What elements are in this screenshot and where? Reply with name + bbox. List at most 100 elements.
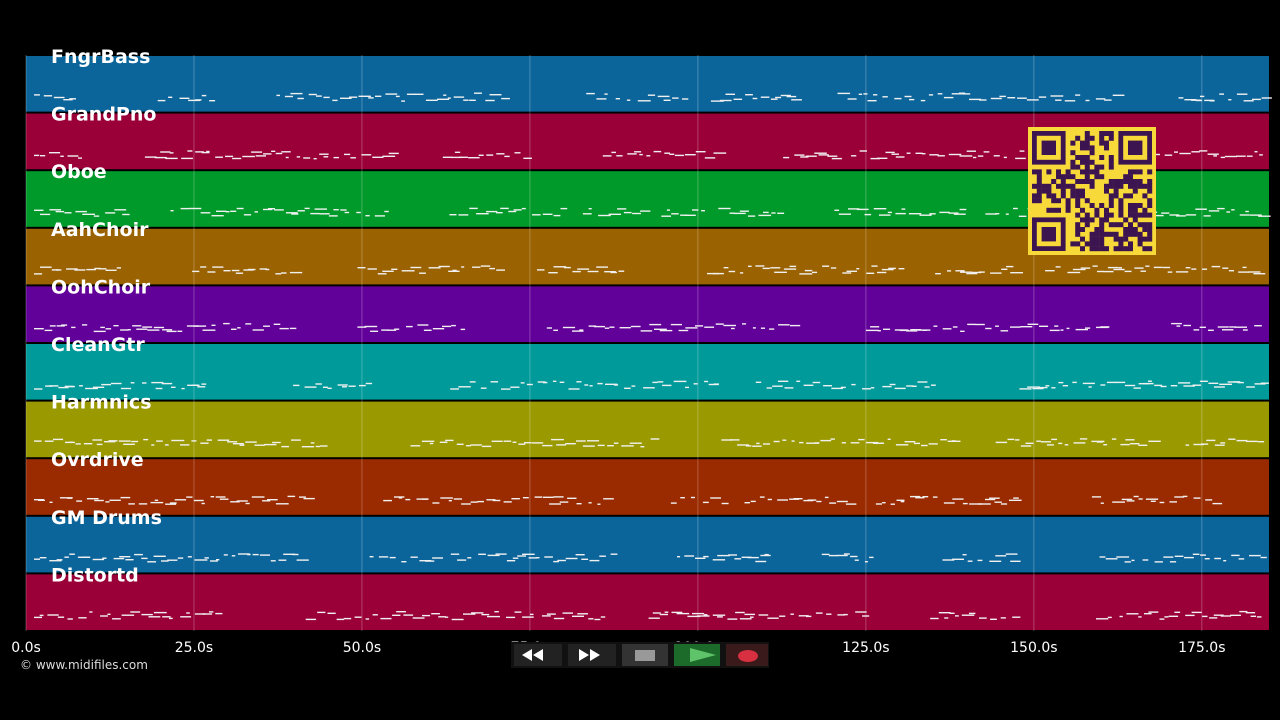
note <box>528 557 538 559</box>
note <box>431 613 440 615</box>
qr-module <box>1142 207 1148 213</box>
note <box>458 214 469 216</box>
note <box>695 325 704 327</box>
track-lane <box>26 286 1269 342</box>
qr-module <box>1142 222 1148 228</box>
note <box>75 443 81 445</box>
note <box>777 499 788 501</box>
note <box>537 381 546 383</box>
note <box>1199 150 1208 152</box>
note <box>906 152 911 154</box>
note <box>245 502 250 505</box>
note <box>162 329 173 331</box>
qr-module <box>1123 179 1129 184</box>
note <box>521 207 526 210</box>
note <box>613 442 619 444</box>
note <box>1007 438 1015 441</box>
note <box>395 95 400 98</box>
note <box>388 152 399 155</box>
note <box>118 440 131 442</box>
play-button[interactable] <box>674 644 720 666</box>
note <box>1045 385 1050 387</box>
note <box>40 266 52 268</box>
note <box>264 443 277 446</box>
note <box>1259 154 1263 156</box>
track-lane <box>26 56 1269 112</box>
note <box>358 95 371 97</box>
track-lane <box>26 574 1269 630</box>
note <box>1213 155 1217 157</box>
note <box>604 327 610 329</box>
track-name: GM Drums <box>51 507 162 529</box>
note <box>1261 97 1272 99</box>
note <box>862 388 871 390</box>
qr-code <box>1028 127 1156 255</box>
note <box>34 273 43 275</box>
note <box>845 503 857 505</box>
note <box>344 153 351 156</box>
note <box>572 615 584 617</box>
note <box>755 265 765 267</box>
note <box>1124 561 1131 563</box>
record-button[interactable] <box>726 644 768 666</box>
stop-button[interactable] <box>622 644 668 666</box>
note <box>1012 616 1021 618</box>
note <box>450 156 462 159</box>
note <box>572 330 584 332</box>
note <box>289 271 303 274</box>
qr-module <box>1142 227 1148 232</box>
note <box>367 268 377 270</box>
note <box>593 325 605 328</box>
note <box>317 611 326 614</box>
note <box>293 384 300 387</box>
note <box>384 210 389 213</box>
note <box>676 612 690 615</box>
note <box>695 557 706 559</box>
note <box>1220 156 1225 159</box>
note <box>967 323 976 326</box>
note <box>1107 266 1119 269</box>
qr-module <box>1142 212 1148 218</box>
note <box>701 210 705 212</box>
qr-module <box>1075 179 1081 184</box>
note <box>1260 382 1269 384</box>
rewind-button[interactable] <box>514 644 562 666</box>
qr-module <box>1070 164 1076 170</box>
note <box>522 497 529 499</box>
note <box>403 614 414 616</box>
note <box>375 95 382 97</box>
notes <box>34 92 1272 621</box>
qr-module <box>1128 227 1133 232</box>
note <box>713 152 727 154</box>
forward-button[interactable] <box>568 644 616 666</box>
note <box>928 94 934 96</box>
note <box>985 498 996 501</box>
note <box>215 156 223 158</box>
note <box>1126 613 1139 615</box>
note <box>169 617 173 620</box>
note <box>105 269 117 271</box>
note <box>522 553 535 555</box>
note <box>383 499 392 502</box>
note <box>1228 438 1236 440</box>
note <box>71 326 76 329</box>
qr-module <box>1137 169 1143 175</box>
note <box>962 554 967 556</box>
qr-module <box>1142 246 1148 252</box>
note <box>192 384 200 386</box>
note <box>866 441 879 444</box>
note <box>1222 267 1229 269</box>
note <box>501 388 511 390</box>
qr-module <box>1099 131 1105 136</box>
note <box>599 555 606 557</box>
note <box>588 208 592 210</box>
track-lane <box>26 516 1269 573</box>
note <box>607 445 614 447</box>
note <box>1154 384 1163 387</box>
note <box>1195 208 1207 210</box>
qr-module <box>1128 241 1133 247</box>
note <box>1006 265 1014 268</box>
note <box>496 269 505 271</box>
note <box>1080 267 1091 269</box>
